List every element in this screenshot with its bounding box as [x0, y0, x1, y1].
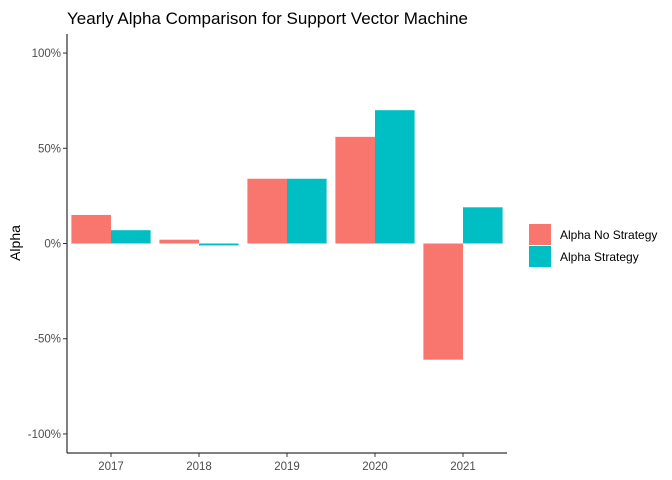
bar-2021-alpha-strategy [463, 207, 503, 244]
y-axis-title: Alpha [7, 225, 23, 261]
legend-swatch-alpha-strategy [529, 246, 551, 267]
chart-title: Yearly Alpha Comparison for Support Vect… [67, 9, 468, 28]
y-tick-label: -100% [28, 429, 61, 441]
plot-area [71, 110, 503, 360]
x-tick-label: 2018 [186, 461, 212, 473]
bar-2020-alpha-strategy [375, 110, 415, 244]
y-tick-label: 50% [38, 143, 61, 155]
bar-2017-alpha-strategy [111, 230, 151, 244]
legend: Alpha No Strategy Alpha Strategy [529, 224, 657, 267]
x-tick-label: 2020 [362, 461, 388, 473]
x-tick-label: 2019 [274, 461, 300, 473]
bar-2018-alpha-strategy [199, 243, 239, 246]
bar-2021-alpha-no-strategy [423, 243, 463, 360]
x-tick-label: 2017 [98, 461, 124, 473]
y-axis-ticks: -100% -50% 0% 50% 100% [28, 48, 67, 441]
y-tick-label: -50% [34, 334, 61, 346]
legend-swatch-alpha-no-strategy [529, 224, 551, 245]
bar-2018-alpha-no-strategy [159, 239, 199, 244]
y-tick-label: 100% [32, 48, 61, 60]
bar-2020-alpha-no-strategy [335, 136, 375, 244]
legend-label: Alpha No Strategy [560, 228, 657, 242]
legend-label: Alpha Strategy [560, 250, 639, 264]
bar-2017-alpha-no-strategy [71, 214, 111, 244]
bar-2019-alpha-no-strategy [247, 178, 287, 244]
x-axis-ticks: 2017 2018 2019 2020 2021 [98, 453, 476, 473]
y-tick-label: 0% [44, 239, 61, 251]
x-tick-label: 2021 [450, 461, 476, 473]
bar-2019-alpha-strategy [287, 178, 327, 244]
